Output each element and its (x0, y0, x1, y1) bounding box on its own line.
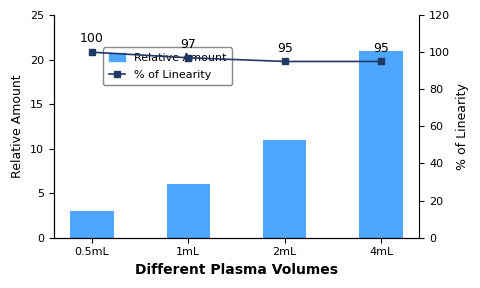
Text: 97: 97 (180, 38, 196, 51)
Bar (70, 211, 114, 238)
Bar (167, 184, 210, 238)
Text: 95: 95 (277, 41, 293, 54)
Bar (360, 51, 403, 238)
X-axis label: Different Plasma Volumes: Different Plasma Volumes (135, 263, 338, 277)
Bar (263, 140, 306, 238)
Text: 100: 100 (80, 32, 104, 45)
Legend: Relative Amount, % of Linearity: Relative Amount, % of Linearity (103, 47, 232, 85)
Y-axis label: % of Linearity: % of Linearity (456, 83, 469, 170)
Text: 95: 95 (373, 41, 389, 54)
Y-axis label: Relative Amount: Relative Amount (11, 75, 24, 178)
